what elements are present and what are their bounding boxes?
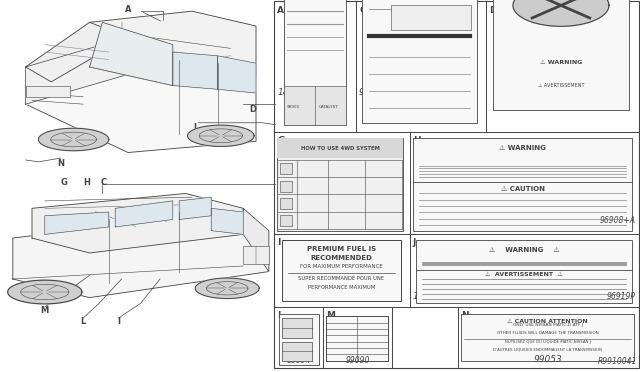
Text: 14805: 14805	[277, 88, 306, 97]
Text: G: G	[277, 136, 285, 145]
Polygon shape	[179, 197, 211, 219]
Text: A: A	[125, 5, 131, 14]
Text: PERFORMANCE MAXIMUM: PERFORMANCE MAXIMUM	[308, 285, 375, 290]
Text: C: C	[100, 178, 107, 187]
Text: J: J	[194, 123, 196, 132]
Polygon shape	[26, 22, 128, 82]
Text: 96919P: 96919P	[607, 292, 636, 301]
Text: FOR MAXIMUM PERFORMANCE: FOR MAXIMUM PERFORMANCE	[300, 264, 383, 269]
Text: 96908+A: 96908+A	[600, 216, 636, 225]
Bar	[280, 180, 292, 192]
Polygon shape	[195, 278, 259, 298]
Text: D: D	[490, 6, 497, 15]
Bar	[243, 246, 269, 264]
Text: RECOMMENDED: RECOMMENDED	[310, 254, 372, 260]
Text: CATALYST: CATALYST	[319, 105, 339, 109]
Text: NUTILISEZ QUE DU LIQUIDE MATIC-NISSAN J: NUTILISEZ QUE DU LIQUIDE MATIC-NISSAN J	[505, 340, 590, 344]
Bar	[362, 0, 477, 123]
Bar	[284, 0, 346, 125]
Text: C: C	[359, 6, 365, 15]
Text: ONLY USE NISSAN MATIC-D ATF J: ONLY USE NISSAN MATIC-D ATF J	[513, 323, 582, 327]
Text: ⚠    WARNING    ⚠: ⚠ WARNING ⚠	[489, 247, 559, 253]
Text: HOW TO USE 4WD SYSTEM: HOW TO USE 4WD SYSTEM	[301, 145, 380, 151]
Bar	[461, 314, 634, 361]
Text: 88094: 88094	[286, 356, 311, 365]
Text: L: L	[277, 311, 283, 320]
Bar	[282, 342, 312, 361]
Polygon shape	[243, 208, 269, 272]
Text: R9910041: R9910041	[597, 357, 637, 366]
Text: SUPER RECOMMANDÉ POUR UNE: SUPER RECOMMANDÉ POUR UNE	[298, 276, 385, 281]
Text: ⚠ CAUTION ATTENTION: ⚠ CAUTION ATTENTION	[507, 319, 588, 324]
Polygon shape	[38, 128, 109, 151]
Polygon shape	[211, 208, 243, 234]
Polygon shape	[26, 37, 128, 104]
Bar	[326, 316, 388, 361]
Bar	[416, 240, 632, 303]
Bar	[282, 240, 401, 301]
Text: M: M	[326, 311, 335, 320]
Polygon shape	[173, 52, 218, 89]
Text: J: J	[413, 238, 416, 247]
Text: ⚠  AVERTISSEMENT  ⚠: ⚠ AVERTISSEMENT ⚠	[485, 272, 563, 277]
Text: M: M	[41, 306, 49, 315]
Polygon shape	[218, 56, 256, 93]
Polygon shape	[513, 0, 609, 26]
Text: OTHER FLUIDS WILL DAMAGE THE TRANSMISSION: OTHER FLUIDS WILL DAMAGE THE TRANSMISSIO…	[497, 331, 598, 335]
Bar	[277, 138, 403, 231]
Bar	[279, 314, 319, 365]
Bar	[280, 163, 292, 174]
Bar	[274, 1, 639, 368]
Bar	[282, 318, 312, 339]
Polygon shape	[8, 280, 82, 304]
Text: 990A2: 990A2	[359, 88, 388, 97]
Polygon shape	[115, 201, 173, 227]
Text: ⚠ AVERTISSEMENT: ⚠ AVERTISSEMENT	[538, 83, 584, 88]
Polygon shape	[45, 212, 109, 234]
Text: ⚠ WARNING: ⚠ WARNING	[499, 145, 546, 151]
Polygon shape	[26, 56, 256, 153]
Bar	[277, 138, 403, 158]
Polygon shape	[13, 216, 269, 298]
Polygon shape	[90, 22, 173, 86]
Text: 98900: 98900	[286, 105, 300, 109]
Text: I: I	[277, 238, 280, 247]
Text: PREMIUM FUEL IS: PREMIUM FUEL IS	[307, 246, 376, 252]
Bar	[26, 86, 70, 97]
Bar	[284, 86, 346, 125]
Text: N: N	[58, 159, 64, 168]
Text: ⚠ CAUTION: ⚠ CAUTION	[500, 186, 545, 192]
Bar	[280, 198, 292, 209]
Bar	[413, 138, 632, 231]
Text: I: I	[117, 317, 120, 326]
Text: ⚠ WARNING: ⚠ WARNING	[540, 60, 582, 65]
Polygon shape	[90, 11, 256, 86]
Text: 99053: 99053	[534, 355, 563, 363]
Text: 99090: 99090	[345, 356, 370, 365]
Text: H: H	[413, 136, 420, 145]
Bar	[280, 215, 292, 226]
Text: 14806: 14806	[413, 292, 442, 301]
Text: D: D	[250, 105, 256, 114]
Polygon shape	[32, 193, 243, 253]
Bar	[391, 5, 471, 30]
Text: L: L	[81, 317, 86, 326]
Text: 96908: 96908	[413, 209, 437, 218]
Text: D'AUTRES LIQUIDES ENDOMMAGENT LA TRANSMISSION: D'AUTRES LIQUIDES ENDOMMAGENT LA TRANSMI…	[493, 347, 602, 352]
Text: 98591N: 98591N	[525, 97, 555, 106]
Bar	[493, 0, 629, 110]
Text: N: N	[461, 311, 468, 320]
Text: A: A	[277, 6, 284, 15]
Text: H: H	[83, 178, 90, 187]
Text: G: G	[61, 178, 67, 187]
Polygon shape	[188, 125, 254, 147]
